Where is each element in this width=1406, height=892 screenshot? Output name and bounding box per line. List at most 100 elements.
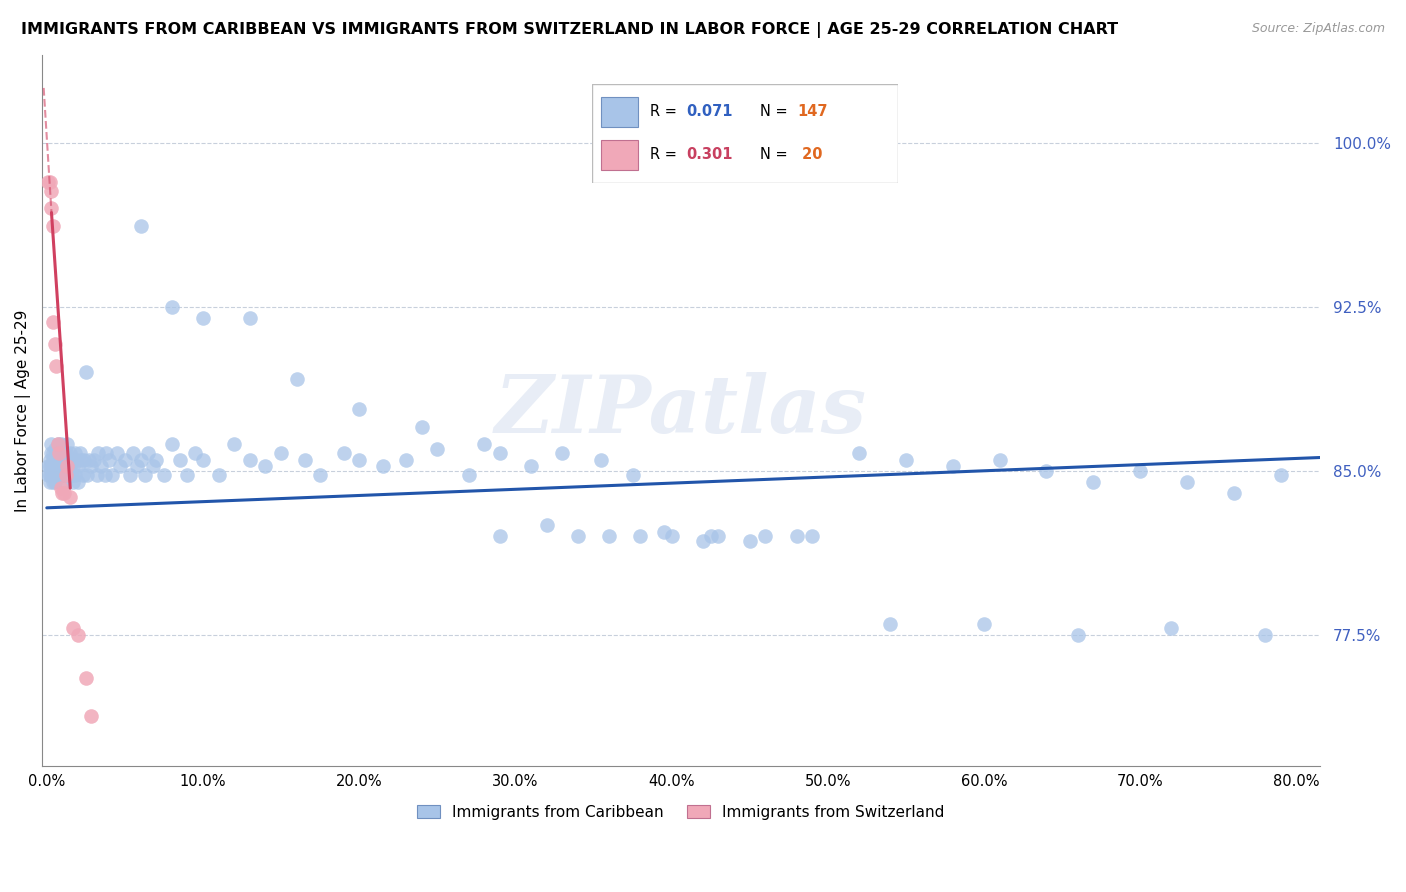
- Point: [551, 446, 574, 460]
- Text: Source: ZipAtlas.com: Source: ZipAtlas.com: [1251, 22, 1385, 36]
- Point: [60, 468, 83, 483]
- Point: [628, 529, 651, 543]
- Point: [45, 359, 67, 373]
- Point: [692, 533, 714, 548]
- Point: [46, 468, 69, 483]
- Point: [707, 529, 730, 543]
- Point: [488, 529, 510, 543]
- Y-axis label: In Labor Force | Age 25-29: In Labor Force | Age 25-29: [15, 310, 31, 512]
- Point: [121, 446, 143, 460]
- Point: [42, 219, 65, 233]
- Point: [77, 452, 100, 467]
- Point: [59, 490, 82, 504]
- Point: [239, 452, 262, 467]
- Point: [42, 452, 65, 467]
- Point: [55, 459, 77, 474]
- Point: [472, 437, 495, 451]
- Point: [51, 485, 73, 500]
- Point: [93, 468, 115, 483]
- Point: [160, 300, 183, 314]
- Point: [76, 468, 98, 483]
- Point: [37, 175, 59, 189]
- Point: [90, 459, 112, 474]
- Point: [48, 468, 70, 483]
- Point: [801, 529, 824, 543]
- Point: [591, 452, 613, 467]
- Point: [46, 437, 69, 451]
- Point: [73, 452, 96, 467]
- Point: [48, 459, 70, 474]
- Point: [661, 529, 683, 543]
- Point: [169, 452, 191, 467]
- Point: [79, 708, 101, 723]
- Point: [371, 459, 394, 474]
- Point: [55, 468, 77, 483]
- Point: [536, 518, 558, 533]
- Point: [53, 485, 76, 500]
- Point: [129, 452, 152, 467]
- Point: [37, 459, 59, 474]
- Point: [67, 459, 90, 474]
- Point: [101, 468, 124, 483]
- Point: [879, 616, 901, 631]
- Point: [160, 437, 183, 451]
- Point: [176, 468, 198, 483]
- Point: [191, 452, 214, 467]
- Point: [988, 452, 1011, 467]
- Point: [58, 452, 80, 467]
- Point: [411, 420, 433, 434]
- Point: [41, 184, 63, 198]
- Point: [53, 446, 76, 460]
- Point: [598, 529, 620, 543]
- Point: [62, 621, 84, 635]
- Point: [62, 475, 84, 489]
- Point: [87, 446, 110, 460]
- Point: [254, 459, 277, 474]
- Point: [42, 475, 65, 489]
- Point: [520, 459, 543, 474]
- Point: [41, 446, 63, 460]
- Point: [59, 446, 82, 460]
- Point: [39, 452, 62, 467]
- Point: [46, 437, 69, 451]
- Point: [1160, 621, 1182, 635]
- Point: [114, 452, 136, 467]
- Point: [347, 402, 370, 417]
- Point: [45, 446, 67, 460]
- Point: [207, 468, 229, 483]
- Point: [49, 481, 72, 495]
- Point: [41, 468, 63, 483]
- Point: [127, 459, 149, 474]
- Point: [1254, 627, 1277, 641]
- Point: [184, 446, 207, 460]
- Point: [45, 468, 67, 483]
- Point: [309, 468, 332, 483]
- Text: IMMIGRANTS FROM CARIBBEAN VS IMMIGRANTS FROM SWITZERLAND IN LABOR FORCE | AGE 25: IMMIGRANTS FROM CARIBBEAN VS IMMIGRANTS …: [21, 22, 1118, 38]
- Point: [426, 442, 449, 456]
- Point: [118, 468, 141, 483]
- Point: [69, 446, 91, 460]
- Point: [65, 452, 87, 467]
- Point: [1083, 475, 1105, 489]
- Point: [105, 446, 128, 460]
- Point: [44, 475, 66, 489]
- Point: [1067, 627, 1090, 641]
- Point: [42, 459, 65, 474]
- Point: [488, 446, 510, 460]
- Point: [41, 459, 63, 474]
- Point: [848, 446, 870, 460]
- Point: [75, 672, 97, 686]
- Point: [42, 446, 65, 460]
- Legend: Immigrants from Caribbean, Immigrants from Switzerland: Immigrants from Caribbean, Immigrants fr…: [411, 798, 950, 826]
- Point: [53, 475, 76, 489]
- Point: [79, 459, 101, 474]
- Point: [738, 533, 761, 548]
- Point: [347, 452, 370, 467]
- Point: [49, 468, 72, 483]
- Point: [45, 459, 67, 474]
- Point: [46, 446, 69, 460]
- Point: [44, 468, 66, 483]
- Point: [129, 219, 152, 233]
- Point: [1270, 468, 1292, 483]
- Point: [53, 468, 76, 483]
